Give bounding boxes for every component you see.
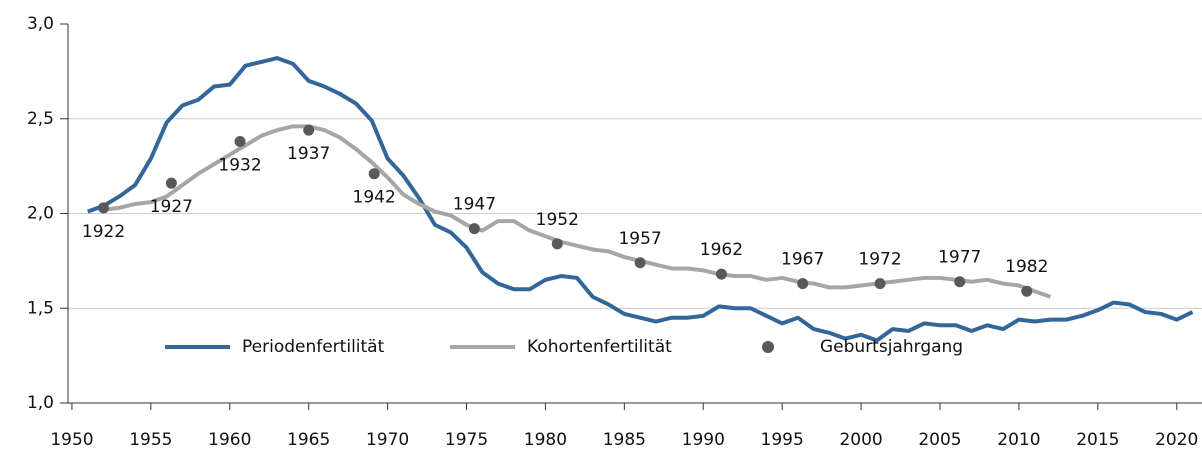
x-tick-label: 1960 xyxy=(208,430,251,450)
point xyxy=(368,168,380,180)
point xyxy=(468,223,480,235)
x-tick-label: 1965 xyxy=(287,430,330,450)
x-tick-label: 1985 xyxy=(603,430,646,450)
x-tick-label: 2000 xyxy=(839,430,882,450)
point xyxy=(234,135,246,147)
point-label: 1977 xyxy=(938,248,981,268)
point-label: 1937 xyxy=(287,144,330,164)
legend-label: Periodenfertilität xyxy=(242,337,385,357)
point-label: 1957 xyxy=(618,229,661,249)
y-tick-label: 2,0 xyxy=(27,204,54,224)
point-label: 1972 xyxy=(858,250,901,270)
x-tick-label: 2015 xyxy=(1076,430,1119,450)
point xyxy=(303,124,315,136)
x-tick-label: 1980 xyxy=(524,430,567,450)
x-tick-label: 1995 xyxy=(761,430,804,450)
y-tick-label: 1,0 xyxy=(27,393,54,413)
point-label: 1922 xyxy=(82,222,125,242)
legend-label: Geburtsjahrgang xyxy=(820,337,963,357)
x-tick-label: 2020 xyxy=(1155,430,1198,450)
line xyxy=(87,56,1194,343)
x-tick-label: 2005 xyxy=(918,430,961,450)
point xyxy=(1021,285,1033,297)
point-label: 1952 xyxy=(536,210,579,230)
point xyxy=(874,278,886,290)
legend-swatch xyxy=(762,341,774,353)
line xyxy=(103,124,1052,299)
point-label: 1962 xyxy=(700,240,743,260)
x-tick-label: 1950 xyxy=(50,430,93,450)
x-tick-label: 1990 xyxy=(682,430,725,450)
point-label: 1942 xyxy=(353,188,396,208)
x-tick-label: 1955 xyxy=(129,430,172,450)
point-label: 1982 xyxy=(1005,257,1048,277)
point xyxy=(551,238,563,250)
point-label: 1932 xyxy=(218,155,261,175)
legend-label: Kohortenfertilität xyxy=(527,337,672,357)
point-label: 1927 xyxy=(150,197,193,217)
y-tick-label: 3,0 xyxy=(27,14,54,34)
y-tick-label: 2,5 xyxy=(27,109,54,129)
point-label: 1947 xyxy=(453,195,496,215)
y-tick-label: 1,5 xyxy=(27,298,54,318)
x-tick-label: 1970 xyxy=(366,430,409,450)
point xyxy=(634,257,646,269)
x-tick-label: 1975 xyxy=(445,430,488,450)
point xyxy=(797,278,809,290)
point xyxy=(715,268,727,280)
point xyxy=(98,202,110,214)
x-tick-label: 2010 xyxy=(997,430,1040,450)
point xyxy=(165,177,177,189)
point-label: 1967 xyxy=(781,250,824,270)
point xyxy=(954,276,966,288)
